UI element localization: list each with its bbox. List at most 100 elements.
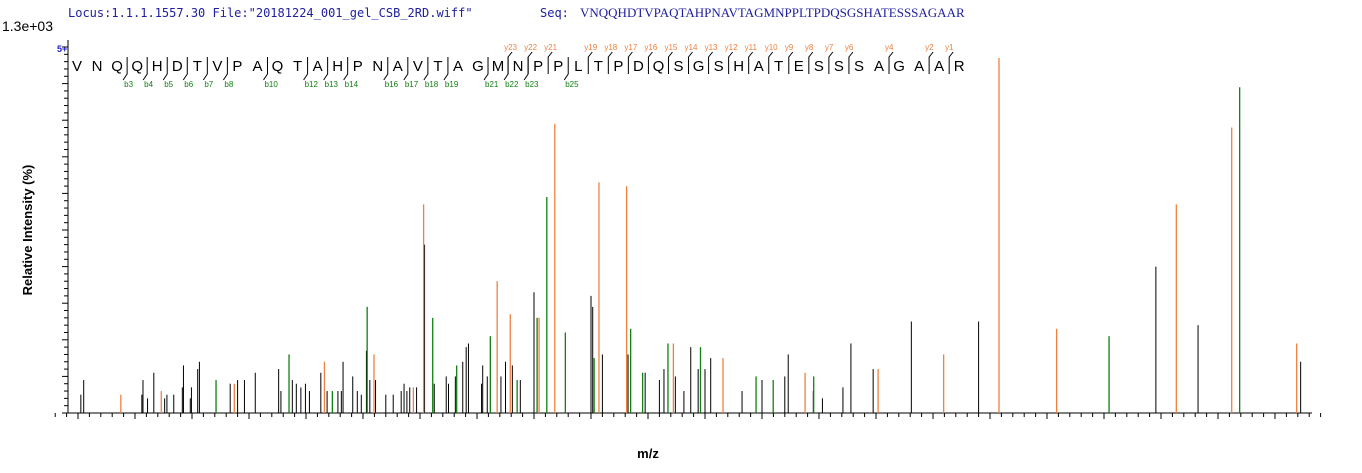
b-ion-bracket — [263, 57, 268, 81]
residue: Q — [111, 58, 123, 75]
residue: S — [834, 58, 844, 75]
residue: M — [492, 58, 505, 75]
b-ion-marker: b23 — [525, 80, 539, 89]
b-ion-marker: b14 — [345, 80, 359, 89]
b-ion-marker: b10 — [264, 80, 278, 89]
y-ion-bracket — [948, 51, 954, 74]
y-ion-bracket — [547, 51, 553, 74]
y-ion-marker: y17 — [624, 43, 637, 52]
seq-label: Seq: — [540, 6, 569, 20]
b-ion-marker: b12 — [305, 80, 319, 89]
residue: N — [372, 58, 383, 75]
y-ion-bracket — [527, 51, 533, 74]
y-ion-marker: y19 — [584, 43, 597, 52]
residue: A — [393, 58, 403, 75]
b-ion-bracket — [383, 57, 389, 81]
y-ion-marker: y1 — [945, 43, 954, 52]
residue: P — [533, 58, 543, 75]
b-ion-marker: b7 — [204, 80, 213, 89]
y-ion-bracket — [828, 51, 834, 74]
b-ion-bracket — [202, 57, 208, 81]
b-ion-marker: b8 — [224, 80, 233, 89]
b-ion-bracket — [423, 57, 429, 81]
b-ion-bracket — [523, 57, 529, 81]
b-ion-marker: b6 — [184, 80, 193, 89]
y-ion-bracket — [808, 51, 814, 74]
b-ion-bracket — [323, 57, 329, 81]
residue: V — [72, 58, 82, 75]
residue: H — [733, 58, 744, 75]
residue: S — [854, 58, 864, 75]
b-ion-marker: b16 — [385, 80, 399, 89]
residue: A — [754, 58, 764, 75]
residue: T — [594, 58, 603, 75]
y-ion-bracket — [768, 51, 774, 74]
residue: R — [954, 58, 965, 75]
residue: T — [433, 58, 442, 75]
b-ion-bracket — [503, 57, 509, 81]
y-ion-marker: y21 — [544, 43, 557, 52]
residue: A — [313, 58, 323, 75]
y-ion-bracket — [888, 51, 894, 74]
residue: N — [92, 58, 103, 75]
b-ion-marker: b17 — [405, 80, 419, 89]
b-ion-bracket — [142, 57, 148, 81]
residue: L — [574, 58, 582, 75]
y-ion-marker: y10 — [765, 43, 778, 52]
residue: G — [893, 58, 905, 75]
b-ion-bracket — [443, 57, 449, 81]
b-ion-bracket — [303, 57, 309, 81]
y-ion-marker: y16 — [644, 43, 657, 52]
y-ion-bracket — [647, 51, 653, 74]
y-ion-bracket — [688, 51, 693, 74]
y-ion-marker: y15 — [664, 43, 677, 52]
residue: S — [714, 58, 724, 75]
residue: A — [252, 58, 262, 75]
b-ion-bracket — [483, 57, 489, 81]
residue: D — [172, 58, 183, 75]
y-ion-bracket — [708, 51, 713, 74]
y-ion-marker: y7 — [825, 43, 834, 52]
y-ion-marker: y6 — [845, 43, 854, 52]
y-ion-marker: y8 — [805, 43, 814, 52]
residue: G — [693, 58, 705, 75]
residue: P — [553, 58, 563, 75]
y-ion-marker: y14 — [685, 43, 698, 52]
residue: E — [794, 58, 804, 75]
b-ion-marker: b5 — [164, 80, 173, 89]
residue: H — [152, 58, 163, 75]
x-axis-label: m/z — [637, 446, 659, 461]
y-ion-bracket — [627, 51, 633, 74]
residue: T — [774, 58, 783, 75]
residue: D — [633, 58, 644, 75]
b-ion-bracket — [343, 57, 349, 81]
residue: Q — [653, 58, 665, 75]
residue: A — [453, 58, 463, 75]
y-ion-bracket — [607, 51, 613, 74]
y-ion-bracket — [587, 51, 593, 74]
residue: A — [914, 58, 924, 75]
residue: P — [613, 58, 623, 75]
y-ion-marker: y18 — [604, 43, 617, 52]
residue: H — [332, 58, 343, 75]
y-ion-marker: y4 — [885, 43, 894, 52]
residue: A — [934, 58, 944, 75]
b-ion-marker: b3 — [124, 80, 133, 89]
y-ion-bracket — [507, 51, 513, 74]
b-ion-marker: b22 — [505, 80, 519, 89]
y-ion-marker: y12 — [725, 43, 738, 52]
y-ion-marker: y22 — [524, 43, 537, 52]
b-ion-bracket — [222, 57, 228, 81]
y-ion-bracket — [667, 51, 673, 74]
b-ion-marker: b25 — [565, 80, 579, 89]
y-ion-bracket — [788, 51, 794, 74]
intensity-scale: 1.3e+03 — [2, 18, 53, 34]
b-ion-bracket — [403, 57, 409, 81]
y-ion-marker: y13 — [705, 43, 718, 52]
y-ion-marker: y23 — [504, 43, 517, 52]
b-ion-bracket — [122, 57, 128, 81]
residue: P — [232, 58, 242, 75]
residue: V — [212, 58, 222, 75]
y-ion-marker: y2 — [925, 43, 934, 52]
